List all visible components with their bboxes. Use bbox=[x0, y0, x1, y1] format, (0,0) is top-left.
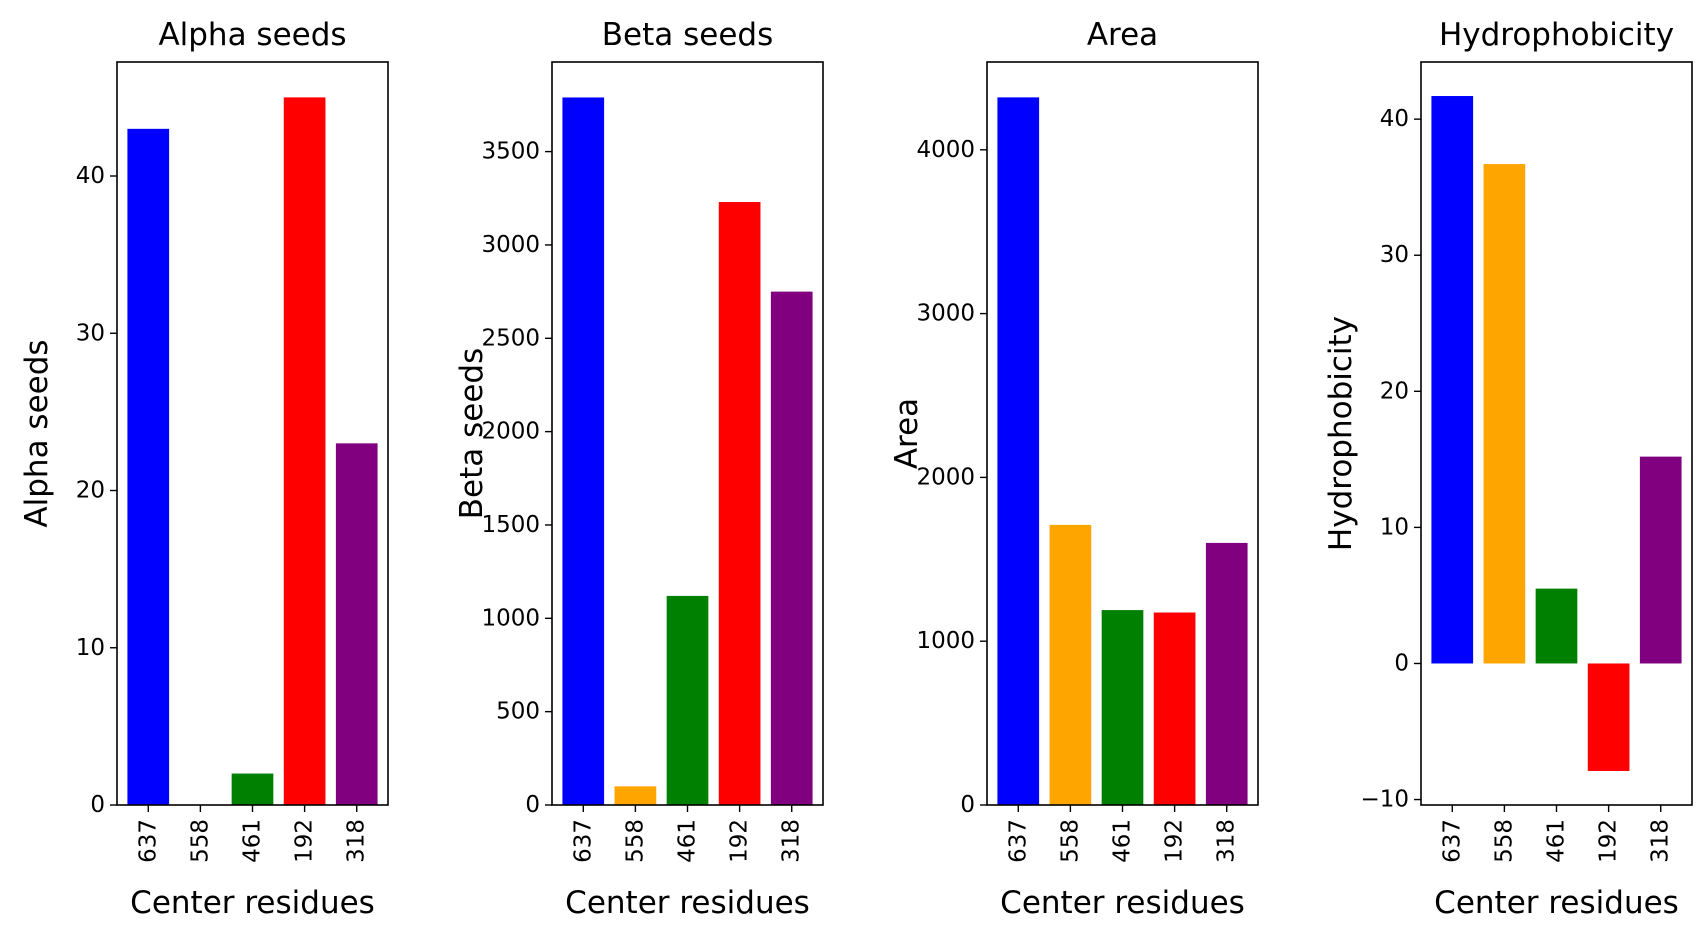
x-tick-label: 461 bbox=[1544, 819, 1570, 863]
bar-192 bbox=[1153, 612, 1196, 805]
y-tick-label: 20 bbox=[76, 478, 105, 504]
y-tick-label: 0 bbox=[1394, 650, 1409, 676]
x-tick-label: 461 bbox=[1110, 819, 1136, 863]
chart-panel-3: −10 0 10 20 30 40 637 558 461 192 318 Hydrophobicit… bbox=[1323, 17, 1693, 921]
y-tick-label: 30 bbox=[76, 320, 105, 346]
x-tick-label: 192 bbox=[727, 819, 753, 863]
y-tick-label: 0 bbox=[525, 792, 540, 818]
x-axis-label: Center residues bbox=[1000, 885, 1245, 921]
y-tick-label: 30 bbox=[1380, 242, 1409, 268]
chart-title: Beta seeds bbox=[602, 17, 773, 53]
y-axis-label: Hydrophobicity bbox=[1323, 316, 1359, 551]
bar-558 bbox=[1049, 524, 1092, 805]
chart-panel-1: 0 500 1000 1500 2000 2500 3000 3500 637 558 461 192… bbox=[454, 17, 824, 921]
bar-318 bbox=[1205, 542, 1248, 805]
y-tick-label: 4000 bbox=[916, 137, 975, 163]
y-tick-label: −10 bbox=[1360, 787, 1409, 813]
chart-panel-2: 0 1000 2000 3000 4000 637 558 461 192 318 Area Cent… bbox=[889, 17, 1259, 921]
bar-637 bbox=[127, 128, 170, 805]
y-tick-label: 2000 bbox=[916, 464, 975, 490]
y-tick-label: 500 bbox=[496, 699, 540, 725]
x-tick-label: 637 bbox=[1439, 819, 1465, 863]
x-tick-label: 558 bbox=[1057, 819, 1083, 863]
y-tick-label: 1000 bbox=[916, 628, 975, 654]
x-tick-label: 318 bbox=[1648, 819, 1674, 863]
y-axis-label: Alpha seeds bbox=[19, 339, 55, 527]
bar-461 bbox=[1535, 588, 1578, 664]
chart-title: Alpha seeds bbox=[158, 17, 346, 53]
y-tick-label: 2000 bbox=[481, 419, 540, 445]
x-tick-label: 318 bbox=[1214, 819, 1240, 863]
x-tick-label: 192 bbox=[1596, 819, 1622, 863]
bar-558 bbox=[1483, 164, 1526, 664]
x-tick-label: 558 bbox=[1491, 819, 1517, 863]
bar-461 bbox=[231, 773, 274, 805]
y-tick-label: 1500 bbox=[481, 512, 540, 538]
x-tick-label: 318 bbox=[344, 819, 370, 863]
x-tick-label: 637 bbox=[1005, 819, 1031, 863]
x-tick-label: 192 bbox=[1162, 819, 1188, 863]
y-tick-label: 40 bbox=[1380, 106, 1409, 132]
y-tick-label: 0 bbox=[90, 792, 105, 818]
y-tick-label: 3500 bbox=[481, 139, 540, 165]
y-tick-label: 3000 bbox=[481, 232, 540, 258]
x-tick-label: 461 bbox=[240, 819, 266, 863]
bar-637 bbox=[997, 97, 1040, 805]
bar-637 bbox=[1431, 96, 1474, 664]
y-axis-label: Area bbox=[889, 398, 925, 469]
y-tick-label: 2500 bbox=[481, 325, 540, 351]
bar-192 bbox=[283, 97, 326, 805]
bar-318 bbox=[1639, 456, 1682, 664]
x-tick-label: 637 bbox=[570, 819, 596, 863]
bar-318 bbox=[770, 291, 813, 805]
y-tick-label: 1000 bbox=[481, 605, 540, 631]
chart-panel-0: 0 10 20 30 40 637 558 461 192 318 Alpha seeds Cente… bbox=[19, 17, 389, 921]
bar-558 bbox=[614, 786, 657, 805]
x-tick-label: 318 bbox=[779, 819, 805, 863]
bar-318 bbox=[335, 443, 378, 805]
x-tick-label: 558 bbox=[622, 819, 648, 863]
bar-461 bbox=[1101, 610, 1144, 805]
chart-title: Hydrophobicity bbox=[1439, 17, 1674, 53]
bar-192 bbox=[718, 202, 761, 805]
y-axis-label: Beta seeds bbox=[454, 348, 490, 519]
y-tick-label: 40 bbox=[76, 163, 105, 189]
bar-637 bbox=[562, 97, 605, 806]
x-axis-label: Center residues bbox=[130, 885, 375, 921]
x-axis-label: Center residues bbox=[565, 885, 810, 921]
x-tick-label: 558 bbox=[187, 819, 213, 863]
y-tick-label: 20 bbox=[1380, 378, 1409, 404]
x-tick-label: 461 bbox=[675, 819, 701, 863]
y-tick-label: 3000 bbox=[916, 301, 975, 327]
bar-461 bbox=[666, 595, 709, 805]
y-tick-label: 10 bbox=[1380, 514, 1409, 540]
bar-192 bbox=[1587, 663, 1630, 771]
y-tick-label: 10 bbox=[76, 635, 105, 661]
y-tick-label: 0 bbox=[960, 792, 975, 818]
x-tick-label: 637 bbox=[135, 819, 161, 863]
x-tick-label: 192 bbox=[292, 819, 318, 863]
x-axis-label: Center residues bbox=[1434, 885, 1679, 921]
chart-title: Area bbox=[1087, 17, 1158, 53]
